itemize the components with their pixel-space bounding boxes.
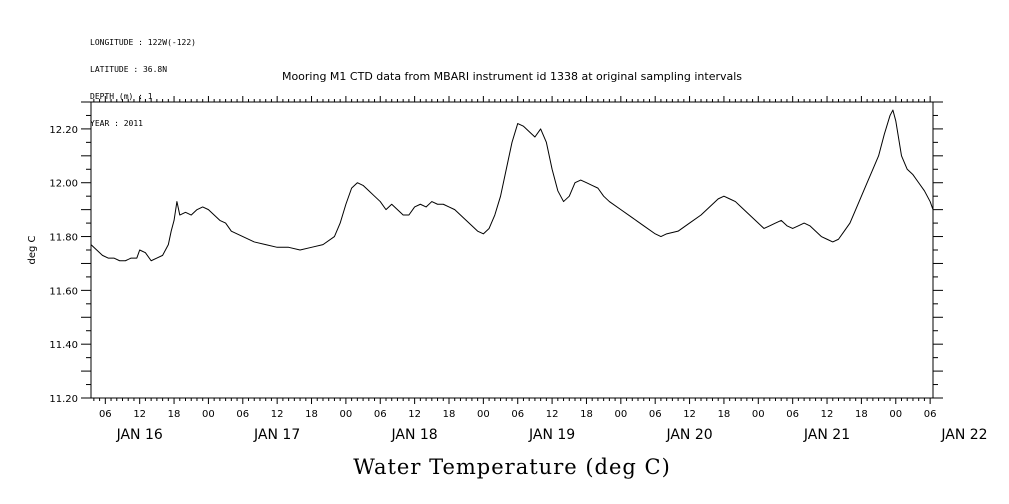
x-day-label: JAN 21 xyxy=(803,427,850,443)
x-hour-label: 12 xyxy=(546,409,559,420)
depth-text: DEPTH (m) : 1 xyxy=(90,92,153,101)
metadata-block: LONGITUDE : 122W(-122) LATITUDE : 36.8N … xyxy=(90,20,196,137)
y-tick-label: 11.80 xyxy=(49,233,78,244)
x-hour-label: 18 xyxy=(443,409,456,420)
x-hour-label: 00 xyxy=(889,409,902,420)
series-layer xyxy=(90,109,934,262)
x-hour-label: 00 xyxy=(752,409,765,420)
x-day-label: JAN 20 xyxy=(665,427,712,443)
y-tick-label: 12.20 xyxy=(49,125,78,136)
x-hour-label: 00 xyxy=(614,409,627,420)
x-hour-label: 18 xyxy=(855,409,868,420)
y-tick-label: 11.20 xyxy=(49,394,78,405)
x-hour-label: 06 xyxy=(786,409,799,420)
x-hour-label: 12 xyxy=(408,409,421,420)
x-hour-label: 12 xyxy=(271,409,284,420)
x-day-label: JAN 22 xyxy=(940,427,987,443)
y-axis: 11.20 11.40 11.60 11.80 12.00 12.20 xyxy=(49,101,943,405)
y-tick-label: 11.60 xyxy=(49,286,78,297)
y-axis-label: deg C xyxy=(27,235,38,264)
plot-frame xyxy=(90,101,934,399)
x-hour-label: 12 xyxy=(133,409,146,420)
chart-title: Mooring M1 CTD data from MBARI instrumen… xyxy=(282,70,742,83)
x-hour-label: 06 xyxy=(924,409,937,420)
x-hour-label: 18 xyxy=(168,409,181,420)
x-hour-label: 00 xyxy=(202,409,215,420)
x-hour-label: 18 xyxy=(305,409,318,420)
x-hour-label: 18 xyxy=(718,409,731,420)
x-hour-label: 06 xyxy=(374,409,387,420)
y-tick-label: 11.40 xyxy=(49,340,78,351)
y-tick-label: 12.00 xyxy=(49,179,78,190)
x-hour-label: 00 xyxy=(477,409,490,420)
x-axis-title: Water Temperature (deg C) xyxy=(353,455,671,479)
x-day-label: JAN 18 xyxy=(391,427,438,443)
x-hour-label: 18 xyxy=(580,409,593,420)
year-text: YEAR : 2011 xyxy=(90,119,143,128)
x-day-label: JAN 17 xyxy=(253,427,300,443)
latitude-text: LATITUDE : 36.8N xyxy=(90,65,168,74)
x-axis: 06 12 18 00 06 12 18 00 06 12 18 00 06 12 18 00 06 12 18 00… xyxy=(93,96,988,443)
x-day-label: JAN 16 xyxy=(116,427,163,443)
x-hour-label: 12 xyxy=(821,409,834,420)
x-hour-label: 06 xyxy=(236,409,249,420)
x-day-label: JAN 19 xyxy=(528,427,575,443)
x-hour-label: 00 xyxy=(340,409,353,420)
x-hour-label: 06 xyxy=(99,409,112,420)
longitude-text: LONGITUDE : 122W(-122) xyxy=(90,38,196,47)
x-hour-label: 06 xyxy=(511,409,524,420)
x-hour-label: 12 xyxy=(683,409,696,420)
x-hour-label: 06 xyxy=(649,409,662,420)
series-line xyxy=(90,109,934,262)
